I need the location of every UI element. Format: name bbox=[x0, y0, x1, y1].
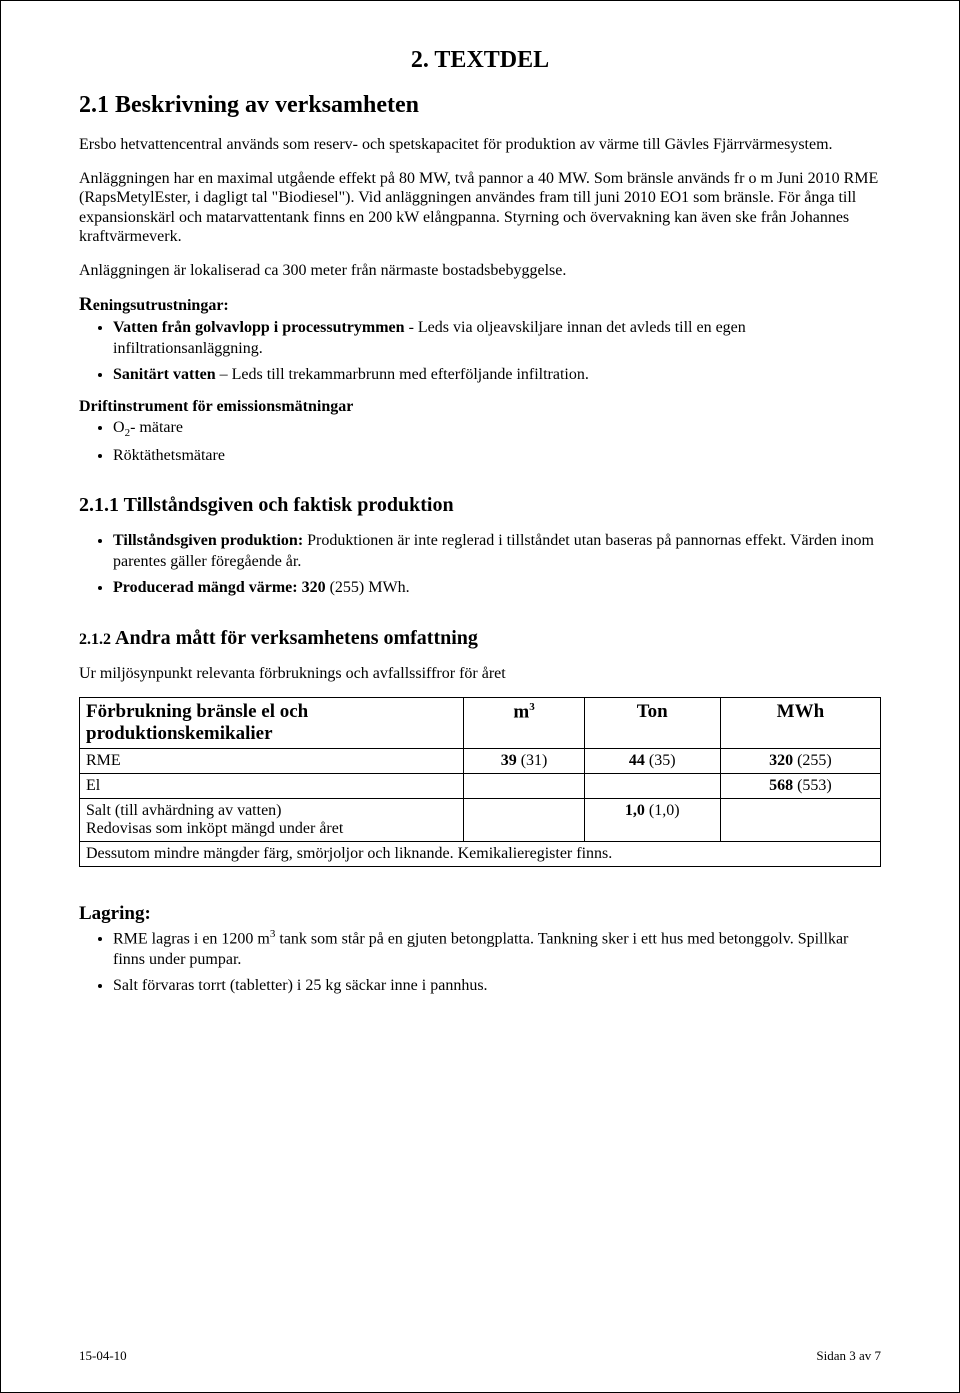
paragraph-212: Ur miljösynpunkt relevanta förbruknings … bbox=[79, 664, 881, 684]
table-row-el: El 568 (553) bbox=[80, 774, 881, 799]
cell-el-c3 bbox=[584, 774, 720, 799]
footer-page: Sidan 3 av 7 bbox=[816, 1348, 881, 1364]
cell-el-c2 bbox=[464, 774, 584, 799]
section-heading-2-1: 2.1 Beskrivning av verksamheten bbox=[79, 92, 881, 119]
cell-salt-c1b: Redovisas som inköpt mängd under året bbox=[86, 820, 343, 837]
s211-item-2-bold: Producerad mängd värme: 320 bbox=[113, 579, 330, 596]
th-col2: m3 bbox=[464, 698, 584, 749]
rening-header-rest: eningsutrustningar: bbox=[93, 297, 229, 314]
cell-salt-c4 bbox=[720, 799, 880, 842]
section-2-1-2-title: Andra mått för verksamhetens omfattning bbox=[115, 627, 478, 649]
cell-el-c1: El bbox=[80, 774, 464, 799]
main-title: 2. TEXTDEL bbox=[79, 47, 881, 74]
cell-rme-c2-r: (31) bbox=[517, 752, 548, 769]
th-col1-b: produktionskemikalier bbox=[86, 723, 273, 744]
drift-item-1: O2- mätare bbox=[113, 418, 881, 440]
lagring-item-1-pre: RME lagras i en 1200 m bbox=[113, 930, 270, 947]
table-row-rme: RME 39 (31) 44 (35) 320 (255) bbox=[80, 749, 881, 774]
th-col3: Ton bbox=[584, 698, 720, 749]
paragraph-intro-3: Anläggningen är lokaliserad ca 300 meter… bbox=[79, 261, 881, 281]
rening-header: Reningsutrustningar: bbox=[79, 294, 881, 316]
th-col2-sup: 3 bbox=[529, 701, 535, 713]
rening-item-1-bold: Vatten från golvavlopp i processutrymmen bbox=[113, 319, 405, 336]
consumption-table: Förbrukning bränsle el ochproduktionskem… bbox=[79, 697, 881, 867]
page-footer: 15-04-10 Sidan 3 av 7 bbox=[79, 1348, 881, 1364]
cell-rme-c3: 44 (35) bbox=[584, 749, 720, 774]
table-row-note: Dessutom mindre mängder färg, smörjoljor… bbox=[80, 842, 881, 867]
lagring-header: Lagring: bbox=[79, 903, 881, 925]
page: 2. TEXTDEL 2.1 Beskrivning av verksamhet… bbox=[0, 0, 960, 1393]
rening-item-2-bold: Sanitärt vatten bbox=[113, 366, 216, 383]
s211-list: Tillståndsgiven produktion: Produktionen… bbox=[79, 531, 881, 598]
footer-date: 15-04-10 bbox=[79, 1348, 127, 1364]
cell-rme-c2-b: 39 bbox=[501, 752, 517, 769]
s211-item-2-rest: (255) MWh. bbox=[330, 579, 410, 596]
th-col2-text: m bbox=[513, 701, 529, 722]
section-2-1-2-num: 2.1.2 bbox=[79, 631, 115, 648]
cell-salt-c1a: Salt (till avhärdning av vatten) bbox=[86, 802, 282, 819]
th-col1: Förbrukning bränsle el ochproduktionskem… bbox=[80, 698, 464, 749]
cell-el-c4: 568 (553) bbox=[720, 774, 880, 799]
rening-list: Vatten från golvavlopp i processutrymmen… bbox=[79, 318, 881, 385]
s211-item-2: Producerad mängd värme: 320 (255) MWh. bbox=[113, 578, 881, 598]
cell-salt-c3-b: 1,0 bbox=[625, 802, 645, 819]
s211-item-1-bold: Tillståndsgiven produktion: bbox=[113, 532, 307, 549]
cell-el-c4-r: (553) bbox=[793, 777, 832, 794]
cell-note: Dessutom mindre mängder färg, smörjoljor… bbox=[80, 842, 881, 867]
cell-rme-c3-r: (35) bbox=[645, 752, 676, 769]
drift-item-1-post: - mätare bbox=[130, 419, 183, 436]
paragraph-intro-1: Ersbo hetvattencentral används som reser… bbox=[79, 135, 881, 155]
lagring-list: RME lagras i en 1200 m3 tank som står på… bbox=[79, 927, 881, 997]
paragraph-intro-2: Anläggningen har en maximal utgående eff… bbox=[79, 169, 881, 247]
rening-item-1: Vatten från golvavlopp i processutrymmen… bbox=[113, 318, 881, 359]
drift-item-1-pre: O bbox=[113, 419, 125, 436]
rening-header-r: R bbox=[79, 294, 93, 315]
s211-item-1: Tillståndsgiven produktion: Produktionen… bbox=[113, 531, 881, 572]
cell-salt-c2 bbox=[464, 799, 584, 842]
lagring-item-1: RME lagras i en 1200 m3 tank som står på… bbox=[113, 927, 881, 970]
cell-rme-c1: RME bbox=[80, 749, 464, 774]
cell-rme-c4: 320 (255) bbox=[720, 749, 880, 774]
table-row-salt: Salt (till avhärdning av vatten)Redovisa… bbox=[80, 799, 881, 842]
cell-salt-c1: Salt (till avhärdning av vatten)Redovisa… bbox=[80, 799, 464, 842]
th-col4: MWh bbox=[720, 698, 880, 749]
table-header-row: Förbrukning bränsle el ochproduktionskem… bbox=[80, 698, 881, 749]
cell-salt-c3-r: (1,0) bbox=[645, 802, 680, 819]
rening-item-2: Sanitärt vatten – Leds till trekammarbru… bbox=[113, 365, 881, 385]
drift-list: O2- mätare Röktäthetsmätare bbox=[79, 418, 881, 467]
section-heading-2-1-1: 2.1.1 Tillståndsgiven och faktisk produk… bbox=[79, 494, 881, 517]
cell-rme-c3-b: 44 bbox=[629, 752, 645, 769]
drift-header: Driftinstrument för emissionsmätningar bbox=[79, 398, 881, 416]
cell-rme-c2: 39 (31) bbox=[464, 749, 584, 774]
rening-item-2-rest: – Leds till trekammarbrunn med efterfölj… bbox=[216, 366, 589, 383]
lagring-item-2: Salt förvaras torrt (tabletter) i 25 kg … bbox=[113, 976, 881, 996]
th-col1-a: Förbrukning bränsle el och bbox=[86, 701, 308, 722]
cell-rme-c4-r: (255) bbox=[793, 752, 832, 769]
drift-item-2: Röktäthetsmätare bbox=[113, 446, 881, 466]
section-heading-2-1-2: 2.1.2 Andra mått för verksamhetens omfat… bbox=[79, 627, 881, 650]
cell-rme-c4-b: 320 bbox=[769, 752, 793, 769]
cell-el-c4-b: 568 bbox=[769, 777, 793, 794]
cell-salt-c3: 1,0 (1,0) bbox=[584, 799, 720, 842]
